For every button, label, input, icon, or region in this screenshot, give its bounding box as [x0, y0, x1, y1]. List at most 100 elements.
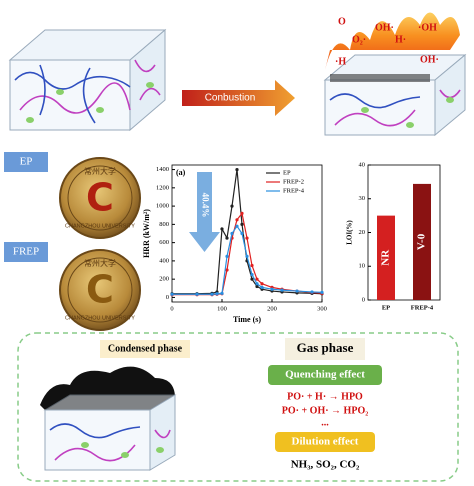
radical: ·OH: [418, 22, 437, 33]
marker: [250, 263, 254, 268]
x-axis-label: Time (s): [233, 315, 261, 324]
y-tick-label: 10: [359, 263, 366, 270]
marker: [245, 236, 249, 240]
marker: [235, 218, 239, 222]
x-tick-label: FREP-4: [411, 304, 434, 311]
marker: [280, 288, 284, 292]
label-box: [100, 340, 190, 358]
coin-big-c: C: [86, 268, 114, 312]
marker: [220, 227, 224, 231]
x-tick-label: 200: [267, 305, 277, 312]
marker: [240, 211, 244, 216]
label-box: [285, 338, 365, 360]
label-box: [4, 152, 48, 172]
y-tick-label: 30: [359, 195, 366, 202]
panel-label: (a): [176, 168, 186, 177]
coin: [59, 157, 141, 239]
marker: [225, 254, 229, 258]
coin-ring-text: CHANGZHOU UNIVERSITY: [65, 315, 135, 321]
marker: [260, 285, 264, 289]
coin-ring-text: CHANGZHOU UNIVERSITY: [65, 223, 135, 229]
pill: [268, 365, 382, 385]
marker: [260, 282, 264, 286]
marker: [240, 231, 244, 236]
marker: [225, 236, 229, 240]
radical: O₂·: [352, 34, 366, 45]
legend-label: FREP-2: [283, 178, 304, 185]
marker: [240, 222, 244, 226]
y-tick-label: 1000: [156, 203, 169, 210]
y-tick-label: 200: [159, 276, 169, 283]
y-axis-label: LOI(%): [346, 220, 354, 245]
y-tick-label: 1400: [156, 166, 169, 173]
marker: [250, 277, 254, 281]
x-tick-label: 300: [317, 305, 327, 312]
x-tick-label: 0: [170, 305, 173, 312]
marker: [235, 167, 239, 172]
marker: [220, 291, 224, 295]
gas-phase-label: Gas phase: [297, 340, 354, 355]
y-axis-label: HRR (kW/m²): [142, 209, 151, 258]
coin-label: EP: [20, 156, 33, 168]
annotation: 40.4%: [200, 193, 210, 218]
bar: [413, 183, 431, 300]
legend-label: FREP-4: [283, 187, 305, 194]
y-tick-label: 800: [159, 221, 169, 228]
coin-ring: [67, 257, 133, 323]
y-tick-label: 1200: [156, 184, 169, 191]
coin: [59, 249, 141, 331]
marker: [230, 204, 234, 208]
label-box: [4, 242, 48, 262]
arrow: [182, 80, 295, 116]
bar: [377, 215, 395, 300]
marker: [235, 224, 239, 228]
marker: [295, 289, 299, 293]
marker: [210, 292, 214, 296]
x-tick-label: 100: [217, 305, 227, 312]
marker: [170, 292, 174, 296]
marker: [310, 290, 314, 294]
marker: [195, 292, 199, 296]
marker: [320, 290, 324, 295]
radical: H·: [395, 34, 406, 45]
quenching-label: Quenching effect: [285, 369, 365, 381]
y-tick-label: 600: [159, 239, 169, 246]
y-tick-label: 20: [359, 229, 366, 236]
y-tick-label: 400: [159, 257, 169, 264]
burning-box: [323, 12, 467, 137]
radical: O: [338, 16, 346, 27]
marker: [250, 273, 254, 277]
char-box: [40, 366, 177, 471]
x-tick-label: EP: [382, 304, 390, 311]
marker: [270, 287, 274, 291]
coin-top-text: 常州大学: [84, 258, 116, 268]
marker: [245, 254, 249, 258]
y-tick-label: 0: [166, 294, 169, 301]
bar-annotation: NR: [380, 249, 392, 266]
mechanism-panel: [17, 332, 459, 482]
gases: NH₃, SO₂, CO₂: [291, 459, 360, 471]
coin-top-text: 常州大学: [84, 166, 116, 176]
marker: [255, 284, 259, 289]
reaction: PO· + H· → HPO: [287, 391, 363, 402]
coin-ring: [67, 165, 133, 231]
reaction: PO· + OH· → HPO₂: [282, 405, 368, 416]
coin-label: FREP: [13, 246, 39, 258]
y-tick-label: 40: [359, 161, 366, 168]
pill: [275, 432, 375, 452]
reduction-arrow: [189, 172, 220, 252]
radical: ·H: [335, 56, 346, 67]
polymer-box: [8, 28, 167, 132]
coin-big-c: C: [86, 176, 114, 220]
marker: [255, 282, 259, 286]
marker: [215, 292, 219, 296]
legend-label: EP: [283, 169, 291, 176]
y-tick-label: 0: [362, 296, 365, 303]
radical: OH·: [420, 54, 439, 65]
condensed-phase-label: Condensed phase: [108, 343, 183, 354]
marker: [225, 268, 229, 272]
marker: [255, 277, 259, 281]
dilution-label: Dilution effect: [292, 436, 359, 448]
marker: [230, 231, 234, 236]
